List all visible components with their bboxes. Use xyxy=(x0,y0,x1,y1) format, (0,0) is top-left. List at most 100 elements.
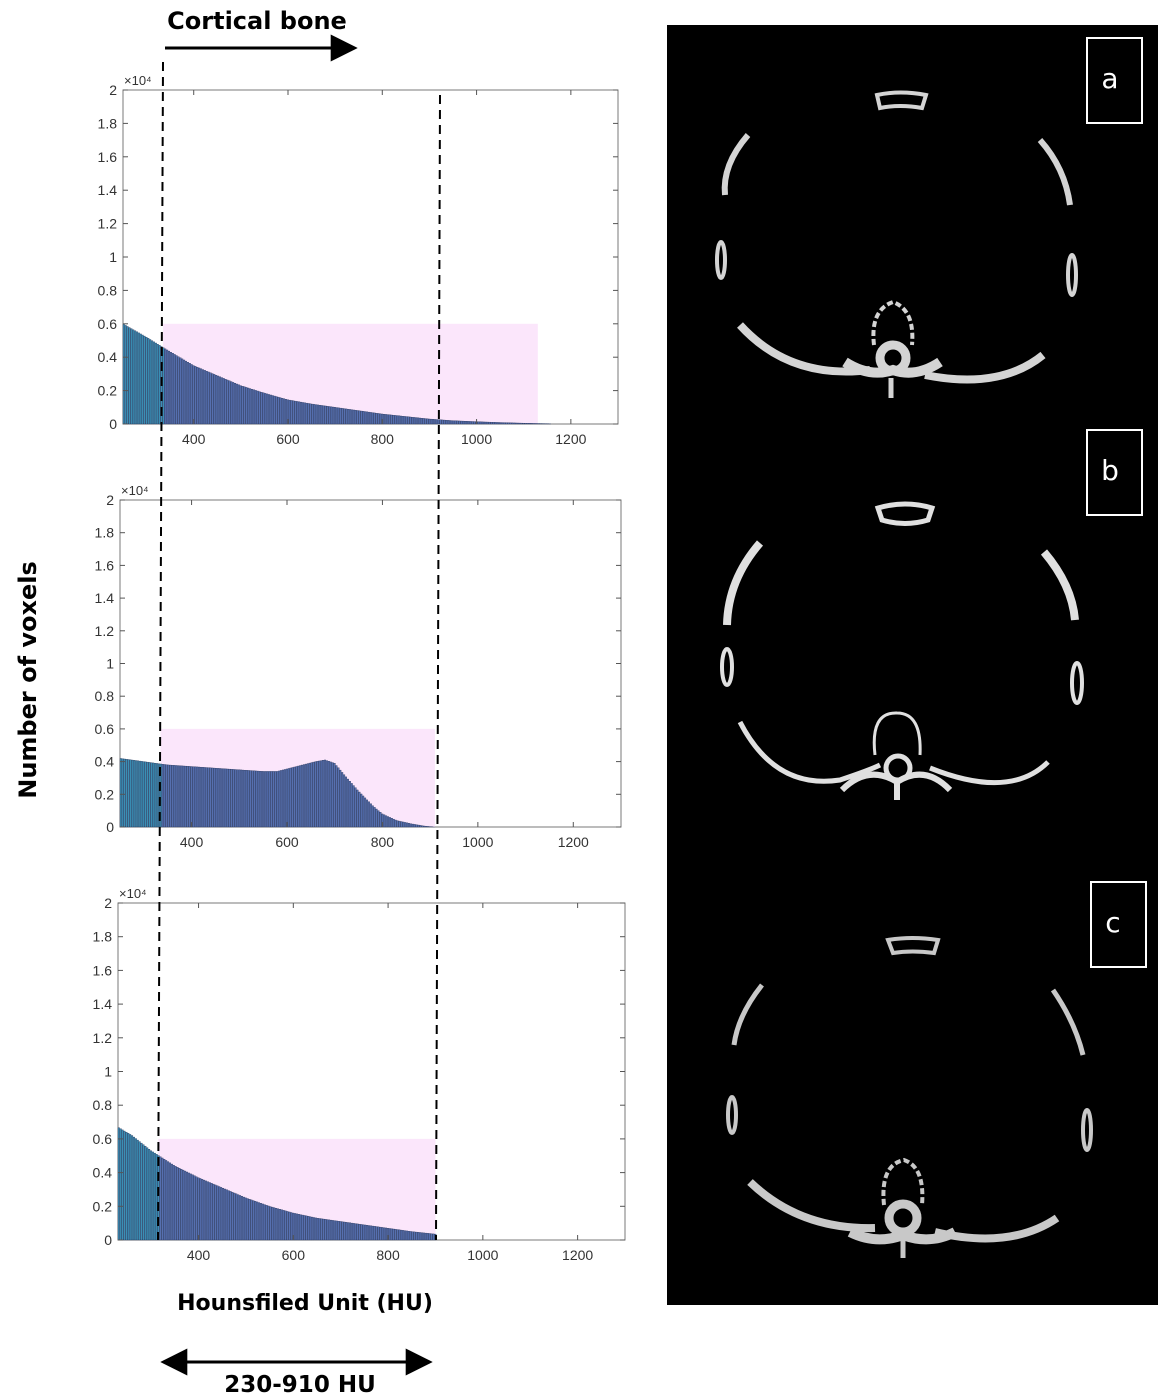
histogram-bar xyxy=(294,400,297,425)
y-tick-label: 1.4 xyxy=(95,590,115,606)
histogram-bar xyxy=(129,1134,132,1241)
histogram-bar xyxy=(192,365,195,425)
histogram-bar xyxy=(144,1145,147,1241)
histogram-bar xyxy=(154,762,157,828)
histogram-bar xyxy=(190,766,193,828)
histogram-bar xyxy=(176,1167,179,1241)
x-tick-label: 1200 xyxy=(562,1247,593,1263)
histogram-bar xyxy=(424,1232,427,1241)
histogram-bar xyxy=(423,825,426,828)
histogram-panel-b: 0 0.2 0.4 0.6 0.8 1 1.2 1.4 1.6 1.8 2 400 600 800 1000… xyxy=(95,483,622,850)
histogram-bar xyxy=(280,1209,283,1241)
histogram-bar xyxy=(392,415,395,425)
histogram-bar xyxy=(311,403,314,425)
histogram-bar xyxy=(335,1220,338,1241)
y-tick-label: 1.4 xyxy=(93,996,113,1012)
histogram-bar xyxy=(406,822,409,828)
histogram-bar xyxy=(283,769,286,828)
x-tick-label: 600 xyxy=(276,431,300,447)
histogram-bar xyxy=(180,765,183,828)
histogram-bar xyxy=(226,379,229,425)
histogram-bar xyxy=(200,368,203,425)
histogram-bar xyxy=(396,415,399,425)
histogram-bar xyxy=(177,765,180,828)
histogram-bar xyxy=(220,1187,223,1241)
histogram-bar xyxy=(373,807,376,828)
histogram-bar xyxy=(276,771,279,828)
histogram-bar xyxy=(149,339,152,425)
histogram-bar xyxy=(145,336,148,425)
histogram-bar xyxy=(328,1219,331,1241)
histogram-bar xyxy=(177,356,180,425)
histogram-bar xyxy=(281,398,284,425)
histogram-bar xyxy=(417,824,420,828)
y-exponent-label: ×10⁴ xyxy=(121,483,149,498)
histogram-bar xyxy=(207,767,210,828)
y-tick-label: 0.4 xyxy=(95,754,115,770)
histogram-bar xyxy=(136,1139,139,1241)
y-tick-label: 1.2 xyxy=(93,1030,113,1046)
histogram-bar xyxy=(123,758,126,828)
histogram-bar xyxy=(411,417,414,425)
histogram-bar xyxy=(191,1174,194,1241)
histogram-bar xyxy=(184,1170,187,1241)
histogram-bar xyxy=(296,401,299,425)
histogram-bar xyxy=(224,768,227,828)
x-tick-label: 600 xyxy=(275,834,299,850)
histogram-bar xyxy=(201,1179,204,1241)
histogram-bar xyxy=(348,781,351,828)
histogram-bar xyxy=(277,1208,279,1241)
histogram-bar xyxy=(377,1226,380,1241)
histogram-bar xyxy=(161,1157,164,1241)
histogram-bar xyxy=(346,778,349,828)
ct-slice-a xyxy=(715,90,1078,398)
ct-image-panel: a b c xyxy=(667,25,1158,1305)
histogram-bar xyxy=(400,415,402,425)
y-tick-label: 0.4 xyxy=(93,1165,113,1181)
histogram-bar xyxy=(182,1169,185,1241)
histogram-bar xyxy=(356,789,359,828)
histogram-bar xyxy=(132,1136,135,1241)
histogram-bar xyxy=(167,764,170,828)
histogram-bar xyxy=(354,787,357,828)
histogram-bar xyxy=(127,759,130,828)
histogram-bar xyxy=(392,818,395,828)
histogram-bar xyxy=(239,385,242,425)
x-tick-label: 1000 xyxy=(461,431,492,447)
histogram-bar xyxy=(343,408,346,425)
histogram-bar xyxy=(237,384,240,425)
histogram-bar xyxy=(460,420,463,425)
histogram-bar xyxy=(211,373,214,425)
histogram-bar xyxy=(262,771,265,828)
histogram-bar xyxy=(524,423,527,425)
histogram-bar xyxy=(498,422,501,425)
histogram-bar xyxy=(213,374,216,425)
histogram-bar xyxy=(307,1216,310,1241)
histogram-bar xyxy=(142,1144,145,1241)
histogram-bar xyxy=(168,350,171,425)
histogram-bar xyxy=(163,764,166,828)
histogram-bar xyxy=(222,1187,225,1241)
histogram-bar xyxy=(345,408,348,425)
histogram-bar xyxy=(248,1199,251,1241)
histogram-bar xyxy=(216,1185,219,1241)
histogram-bar xyxy=(388,817,391,828)
histogram-bar xyxy=(233,1192,236,1241)
histogram-bar xyxy=(232,382,235,425)
histogram-bar xyxy=(190,364,193,425)
histogram-bar xyxy=(462,420,465,425)
histogram-bar xyxy=(242,1196,245,1241)
histogram-bar xyxy=(136,331,138,425)
histogram-bar xyxy=(222,378,225,425)
histogram-bar xyxy=(441,419,444,425)
histogram-bar xyxy=(413,417,416,425)
histogram-bar xyxy=(220,768,223,828)
histogram-bar xyxy=(218,376,221,425)
histogram-bar xyxy=(398,1229,401,1241)
y-tick-label: 1.6 xyxy=(98,149,118,165)
histogram-bar xyxy=(215,768,218,828)
histogram-bar xyxy=(142,761,145,828)
histogram-bar xyxy=(447,420,450,425)
histogram-bar xyxy=(169,352,172,425)
panel-label-c: c xyxy=(1090,881,1147,968)
